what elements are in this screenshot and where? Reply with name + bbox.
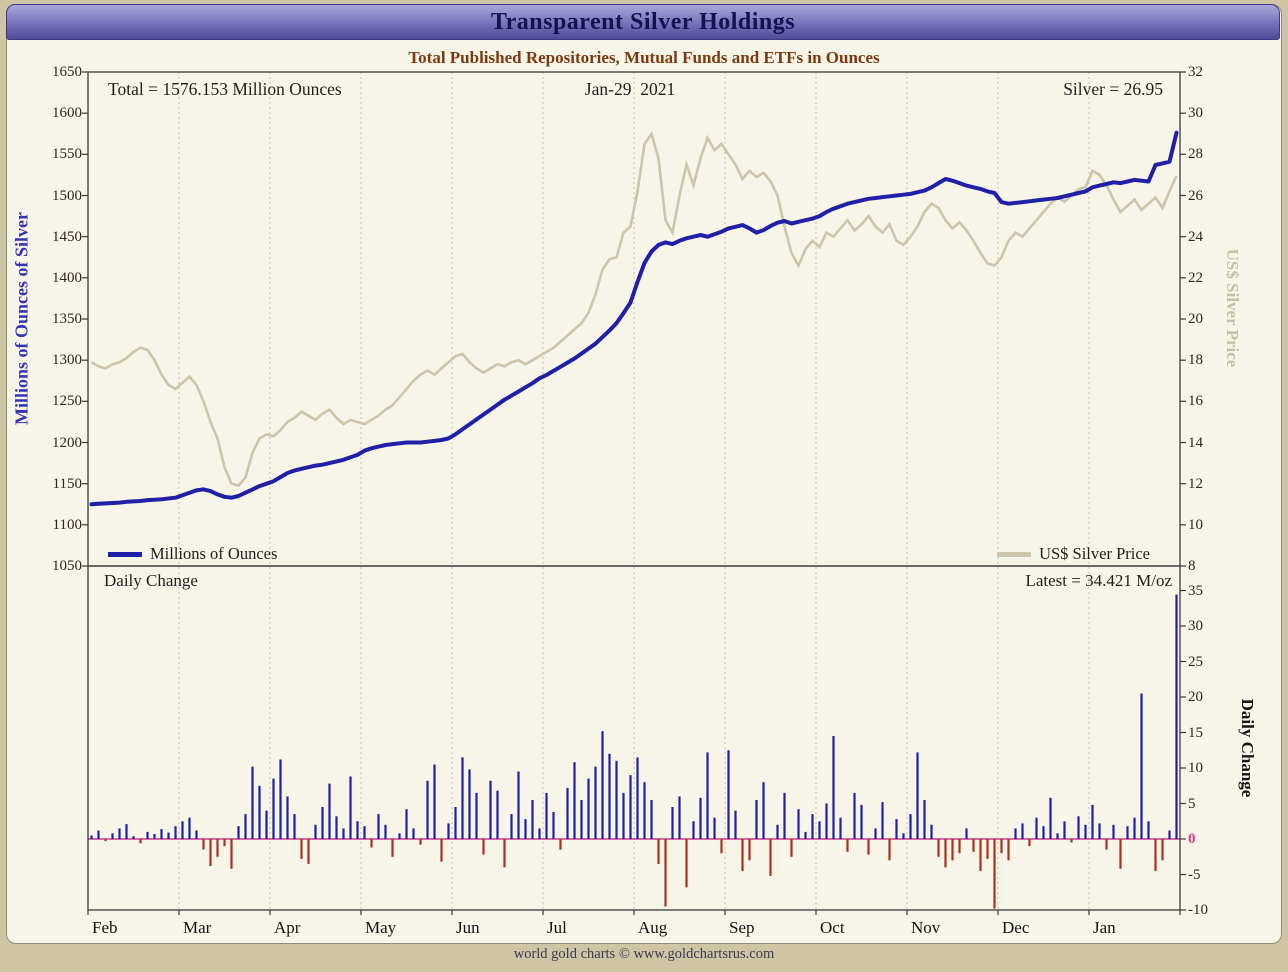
- chart-panel: [6, 4, 1282, 944]
- footer-credit: world gold charts © www.goldchartsrus.co…: [513, 946, 775, 962]
- page-title: Transparent Silver Holdings: [490, 9, 796, 35]
- chart-header: Transparent Silver Holdings: [6, 4, 1280, 40]
- chart-subtitle: Total Published Repositories, Mutual Fun…: [408, 48, 880, 67]
